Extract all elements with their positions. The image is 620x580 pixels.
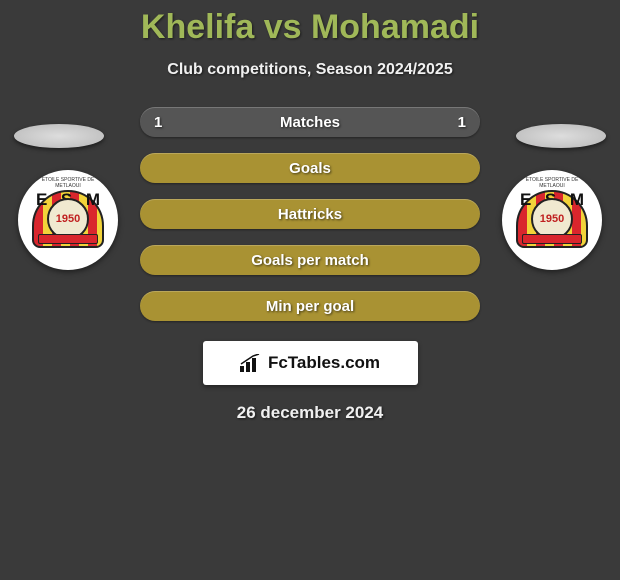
date-text: 26 december 2024 bbox=[237, 403, 384, 423]
stat-row-min-per-goal: Min per goal bbox=[140, 291, 480, 321]
stats-container: 1 Matches 1 Goals Hattricks Goals per ma… bbox=[0, 107, 620, 423]
brand-name: FcTables.com bbox=[268, 353, 380, 373]
stat-row-matches: 1 Matches 1 bbox=[140, 107, 480, 137]
brand-logo: FcTables.com bbox=[240, 353, 380, 373]
page-title: Khelifa vs Mohamadi bbox=[0, 0, 620, 47]
bar-chart-icon bbox=[240, 354, 262, 372]
stat-row-goals: Goals bbox=[140, 153, 480, 183]
matches-left-value: 1 bbox=[154, 114, 162, 131]
min-per-goal-label: Min per goal bbox=[266, 298, 354, 315]
page-subtitle: Club competitions, Season 2024/2025 bbox=[0, 61, 620, 79]
stat-row-hattricks: Hattricks bbox=[140, 199, 480, 229]
matches-right-value: 1 bbox=[458, 114, 466, 131]
matches-label: Matches bbox=[280, 114, 340, 131]
brand-box[interactable]: FcTables.com bbox=[203, 341, 418, 385]
stat-row-goals-per-match: Goals per match bbox=[140, 245, 480, 275]
goals-per-match-label: Goals per match bbox=[251, 252, 369, 269]
goals-label: Goals bbox=[289, 160, 331, 177]
hattricks-label: Hattricks bbox=[278, 206, 342, 223]
